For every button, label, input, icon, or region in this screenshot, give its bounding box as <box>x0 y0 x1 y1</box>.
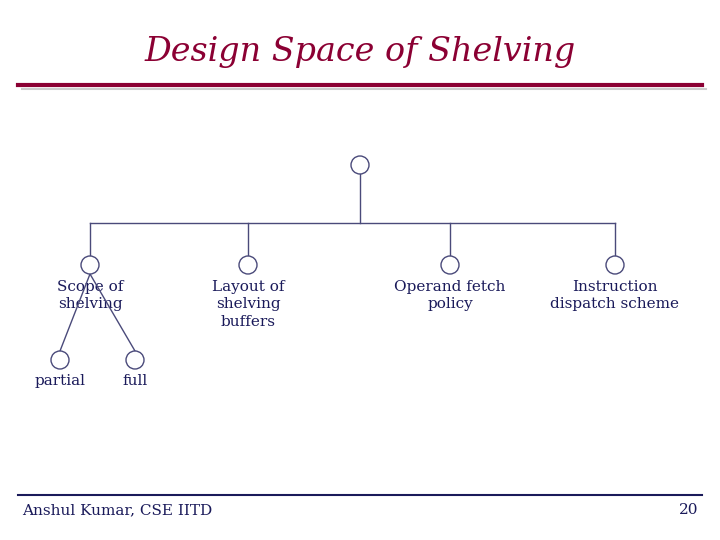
Text: partial: partial <box>35 374 86 388</box>
Text: Anshul Kumar, CSE IITD: Anshul Kumar, CSE IITD <box>22 503 212 517</box>
Ellipse shape <box>239 256 257 274</box>
Ellipse shape <box>441 256 459 274</box>
Text: Design Space of Shelving: Design Space of Shelving <box>145 36 575 68</box>
Text: Operand fetch
policy: Operand fetch policy <box>395 280 505 311</box>
Text: Scope of
shelving: Scope of shelving <box>57 280 123 311</box>
Text: Layout of
shelving
buffers: Layout of shelving buffers <box>212 280 284 329</box>
Ellipse shape <box>81 256 99 274</box>
Ellipse shape <box>126 351 144 369</box>
Ellipse shape <box>606 256 624 274</box>
Ellipse shape <box>51 351 69 369</box>
Text: Instruction
dispatch scheme: Instruction dispatch scheme <box>551 280 680 311</box>
Ellipse shape <box>351 156 369 174</box>
Text: full: full <box>122 374 148 388</box>
Text: 20: 20 <box>678 503 698 517</box>
